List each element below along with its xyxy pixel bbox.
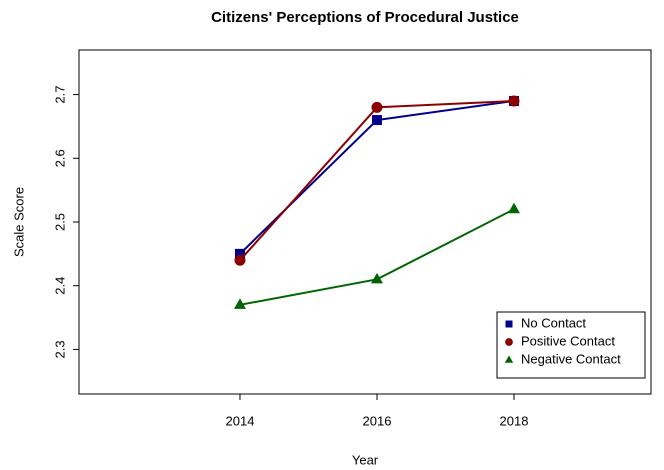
legend-label: Negative Contact xyxy=(521,351,621,366)
y-axis-label: Scale Score xyxy=(11,187,26,257)
marker xyxy=(505,320,513,328)
x-axis-label: Year xyxy=(352,452,379,467)
line xyxy=(239,208,515,306)
x-tick-label: 2016 xyxy=(363,413,392,428)
chart-title: Citizens' Perceptions of Procedural Just… xyxy=(211,9,519,26)
marker xyxy=(371,115,382,126)
legend-label: No Contact xyxy=(521,315,586,330)
x-tick-label: 2018 xyxy=(500,413,529,428)
x-tick-label: 2014 xyxy=(226,413,255,428)
marker xyxy=(504,355,514,363)
y-tick-label: 2.3 xyxy=(52,340,67,358)
marker xyxy=(508,95,520,107)
y-tick-label: 2.7 xyxy=(52,86,67,104)
y-tick-label: 2.6 xyxy=(52,149,67,167)
marker xyxy=(505,338,513,346)
marker xyxy=(370,272,383,284)
marker xyxy=(371,101,383,113)
marker xyxy=(234,248,245,259)
marker xyxy=(234,254,246,266)
legend-label: Positive Contact xyxy=(521,333,615,348)
legend-box xyxy=(496,311,646,379)
y-tick-label: 2.4 xyxy=(52,277,67,295)
y-tick-label: 2.5 xyxy=(52,213,67,231)
marker xyxy=(507,202,520,214)
marker xyxy=(233,298,246,309)
